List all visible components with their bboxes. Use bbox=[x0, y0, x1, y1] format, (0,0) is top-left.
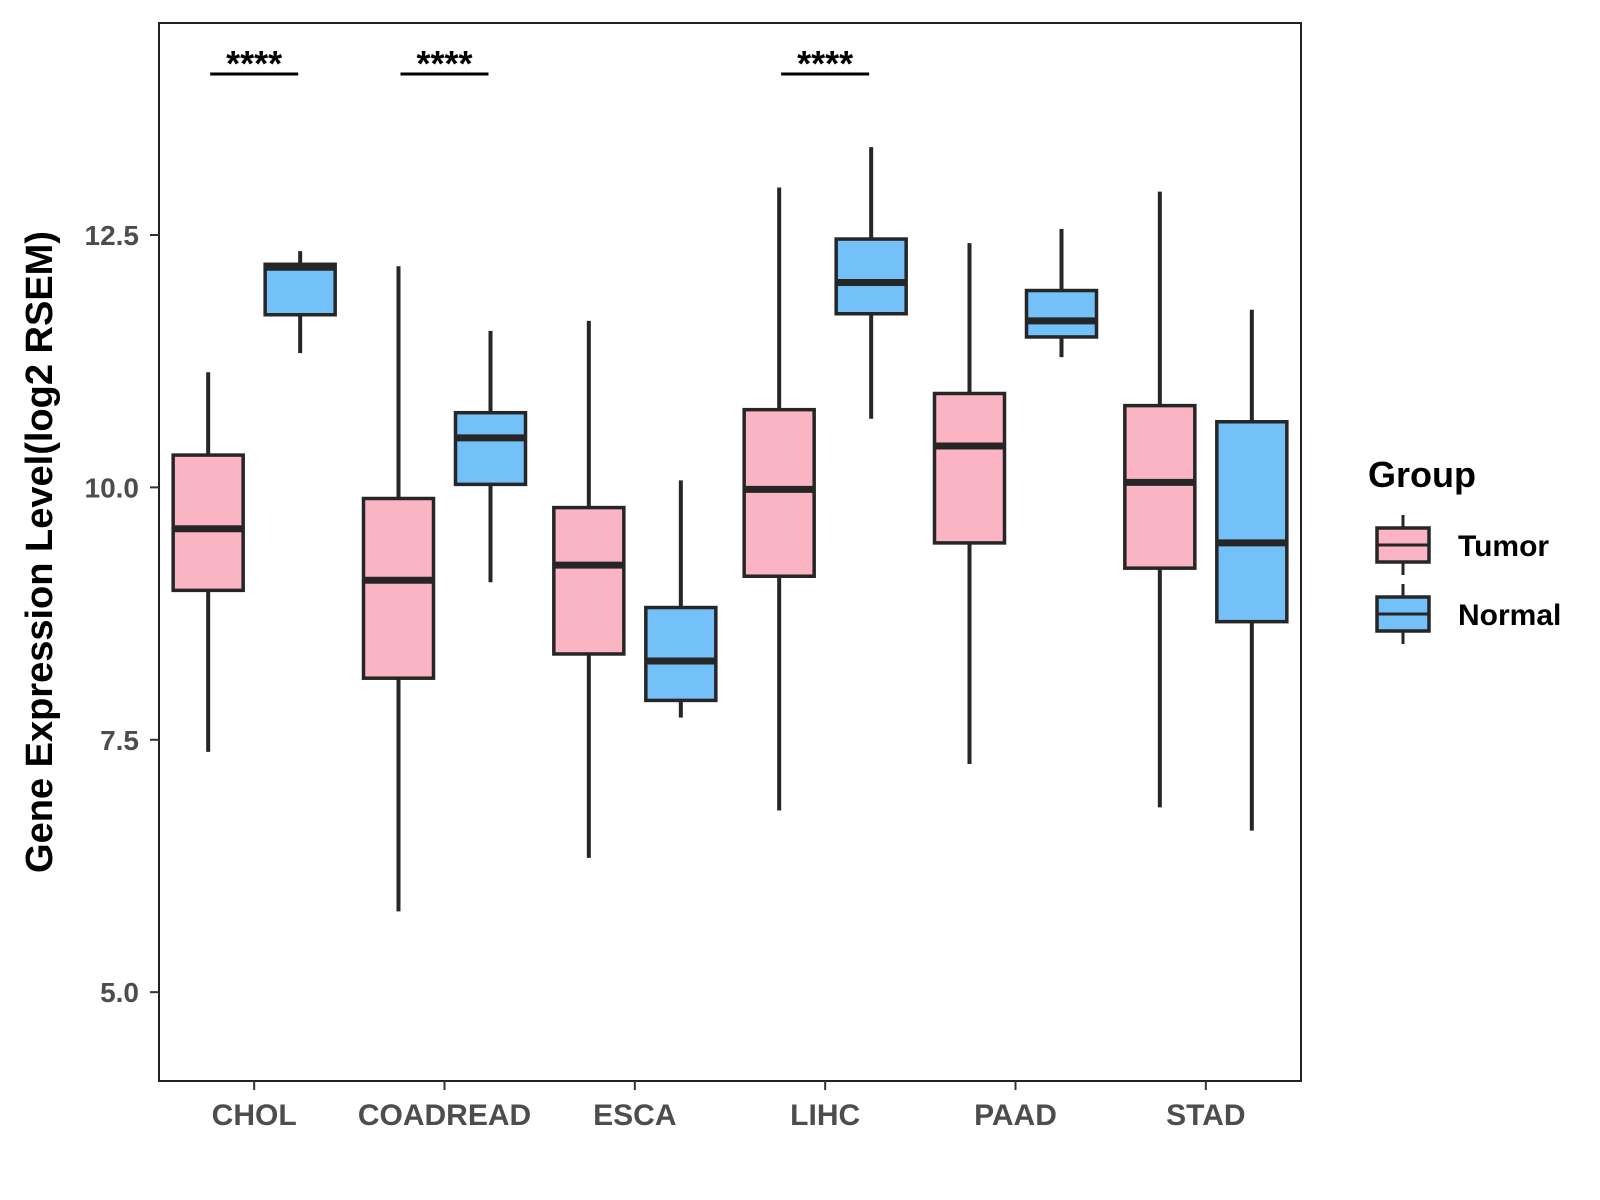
box-iqr bbox=[1024, 288, 1099, 339]
box-iqr bbox=[932, 391, 1007, 545]
normal-box-lihc bbox=[834, 147, 908, 419]
box-iqr bbox=[834, 237, 908, 316]
legend-label-normal: Normal bbox=[1458, 599, 1561, 632]
x-tick-label-paad: PAAD bbox=[974, 1099, 1057, 1132]
box-iqr bbox=[361, 496, 436, 680]
tumor-box-chol bbox=[171, 372, 245, 752]
box-iqr bbox=[742, 407, 816, 578]
y-tick-label: 10.0 bbox=[85, 472, 140, 503]
x-tick-label-esca: ESCA bbox=[593, 1099, 676, 1132]
y-axis: 5.0 7.5 10.0 12.5 bbox=[85, 220, 159, 1008]
x-axis: CHOL COADREAD ESCA LIHC PAAD STAD bbox=[212, 1081, 1246, 1132]
normal-box-esca bbox=[644, 480, 718, 718]
normal-box-chol bbox=[263, 251, 337, 354]
tumor-box-lihc bbox=[742, 187, 816, 811]
significance-annotations: **** **** **** bbox=[210, 43, 870, 84]
box-iqr bbox=[1215, 420, 1289, 624]
box-iqr bbox=[453, 410, 528, 487]
y-axis-title: Gene Expression Level(log2 RSEM) bbox=[19, 231, 61, 873]
normal-box-coadread bbox=[453, 330, 528, 583]
tumor-box-stad bbox=[1123, 191, 1197, 808]
box-iqr bbox=[263, 262, 337, 317]
x-tick-label-chol: CHOL bbox=[212, 1099, 297, 1132]
normal-box-stad bbox=[1215, 309, 1289, 831]
y-tick-label: 5.0 bbox=[100, 977, 139, 1008]
box-iqr bbox=[644, 605, 718, 703]
box-iqr bbox=[1123, 403, 1197, 570]
y-tick-label: 12.5 bbox=[85, 220, 140, 251]
plot-panel bbox=[158, 22, 1302, 1082]
legend: Group Tumor Normal bbox=[1368, 454, 1561, 644]
x-tick-label-coadread: COADREAD bbox=[358, 1099, 531, 1132]
legend-item-tumor: Tumor bbox=[1375, 515, 1549, 575]
tumor-box-esca bbox=[552, 320, 626, 858]
y-tick-label: 7.5 bbox=[100, 725, 139, 756]
legend-title: Group bbox=[1368, 454, 1476, 495]
tumor-box-paad bbox=[932, 243, 1007, 765]
significance-label: **** bbox=[797, 43, 853, 84]
legend-label-tumor: Tumor bbox=[1458, 530, 1549, 563]
boxes bbox=[171, 147, 1289, 912]
x-tick-label-stad: STAD bbox=[1166, 1099, 1245, 1132]
legend-item-normal: Normal bbox=[1375, 584, 1561, 644]
x-tick-label-lihc: LIHC bbox=[790, 1099, 860, 1132]
tumor-box-coadread bbox=[361, 266, 436, 912]
significance-label: **** bbox=[226, 43, 282, 84]
box-iqr bbox=[171, 453, 245, 593]
significance-label: **** bbox=[416, 43, 472, 84]
box-iqr bbox=[552, 505, 626, 656]
normal-box-paad bbox=[1024, 228, 1099, 358]
